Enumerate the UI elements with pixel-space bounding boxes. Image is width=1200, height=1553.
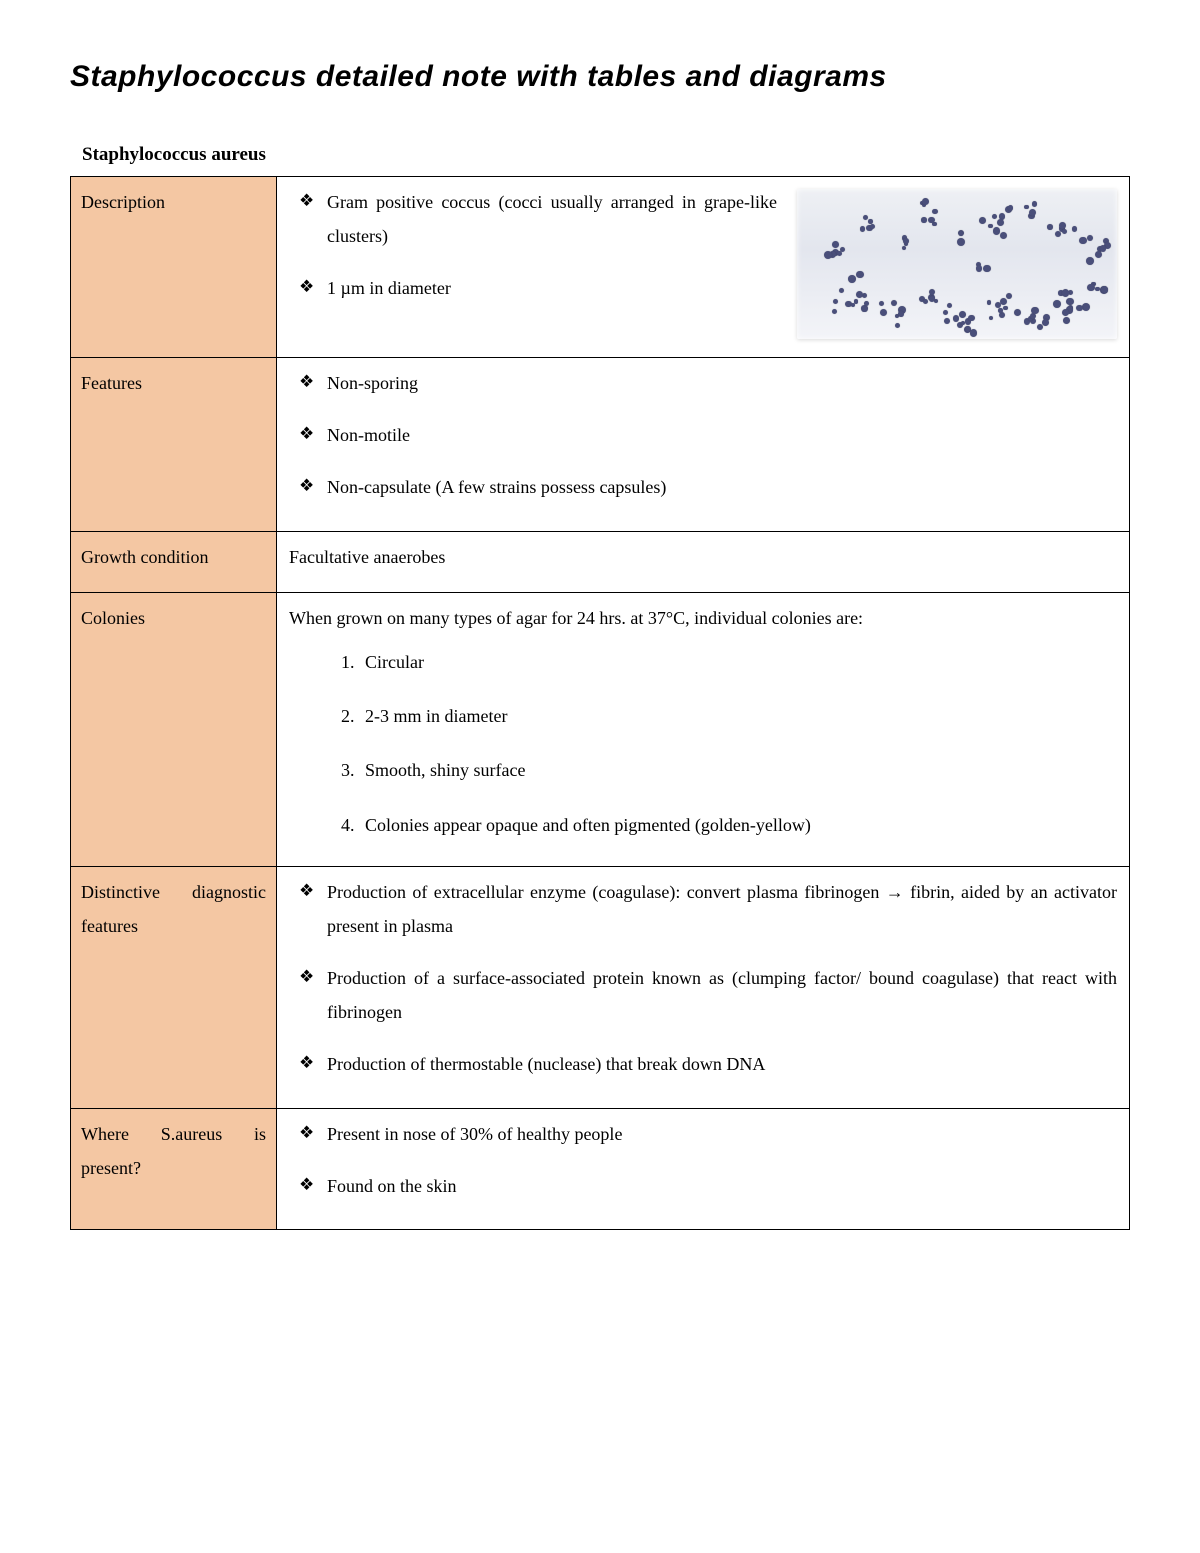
list-item: 1 µm in diameter (299, 271, 777, 305)
row-label-description: Description (71, 177, 277, 358)
row-label-growth: Growth condition (71, 531, 277, 592)
table-row: Distinctive diagnostic features Producti… (71, 866, 1130, 1108)
list-item: Production of a surface-associated prote… (299, 961, 1117, 1029)
row-content-colonies: When grown on many types of agar for 24 … (277, 592, 1130, 866)
table-row: Growth condition Facultative anaerobes (71, 531, 1130, 592)
row-label-diagnostic: Distinctive diagnostic features (71, 866, 277, 1108)
list-item: Found on the skin (299, 1169, 1117, 1203)
document-title: Staphylococcus detailed note with tables… (70, 60, 1130, 94)
list-item: Non-motile (299, 418, 1117, 452)
row-content-features: Non-sporing Non-motile Non-capsulate (A … (277, 358, 1130, 532)
list-item: Circular (359, 645, 1117, 679)
table-row: Description Gram positive coccus (cocci … (71, 177, 1130, 358)
row-content-growth: Facultative anaerobes (277, 531, 1130, 592)
list-item: Gram positive coccus (cocci usually arra… (299, 185, 777, 253)
list-item: Colonies appear opaque and often pigment… (359, 808, 1117, 842)
list-item: 2-3 mm in diameter (359, 699, 1117, 733)
page: Staphylococcus detailed note with tables… (0, 0, 1200, 1310)
table-row: Colonies When grown on many types of aga… (71, 592, 1130, 866)
colonies-intro-text: When grown on many types of agar for 24 … (289, 601, 1117, 635)
row-content-presence: Present in nose of 30% of healthy people… (277, 1108, 1130, 1229)
section-subtitle: Staphylococcus aureus (82, 144, 1130, 166)
row-label-colonies: Colonies (71, 592, 277, 866)
table-row: Where S.aureus is present? Present in no… (71, 1108, 1130, 1229)
list-item: Non-capsulate (A few strains possess cap… (299, 470, 1117, 504)
list-item: Present in nose of 30% of healthy people (299, 1117, 1117, 1151)
row-label-features: Features (71, 358, 277, 532)
list-item: Non-sporing (299, 366, 1117, 400)
row-label-presence: Where S.aureus is present? (71, 1108, 277, 1229)
info-table: Description Gram positive coccus (cocci … (70, 176, 1130, 1230)
list-item: Production of thermostable (nuclease) th… (299, 1047, 1117, 1081)
row-content-diagnostic: Production of extracellular enzyme (coag… (277, 866, 1130, 1108)
cocci-micrograph-image (797, 189, 1117, 339)
table-row: Features Non-sporing Non-motile Non-caps… (71, 358, 1130, 532)
list-item: Smooth, shiny surface (359, 753, 1117, 787)
list-item: Production of extracellular enzyme (coag… (299, 875, 1117, 943)
row-content-description: Gram positive coccus (cocci usually arra… (277, 177, 1130, 358)
